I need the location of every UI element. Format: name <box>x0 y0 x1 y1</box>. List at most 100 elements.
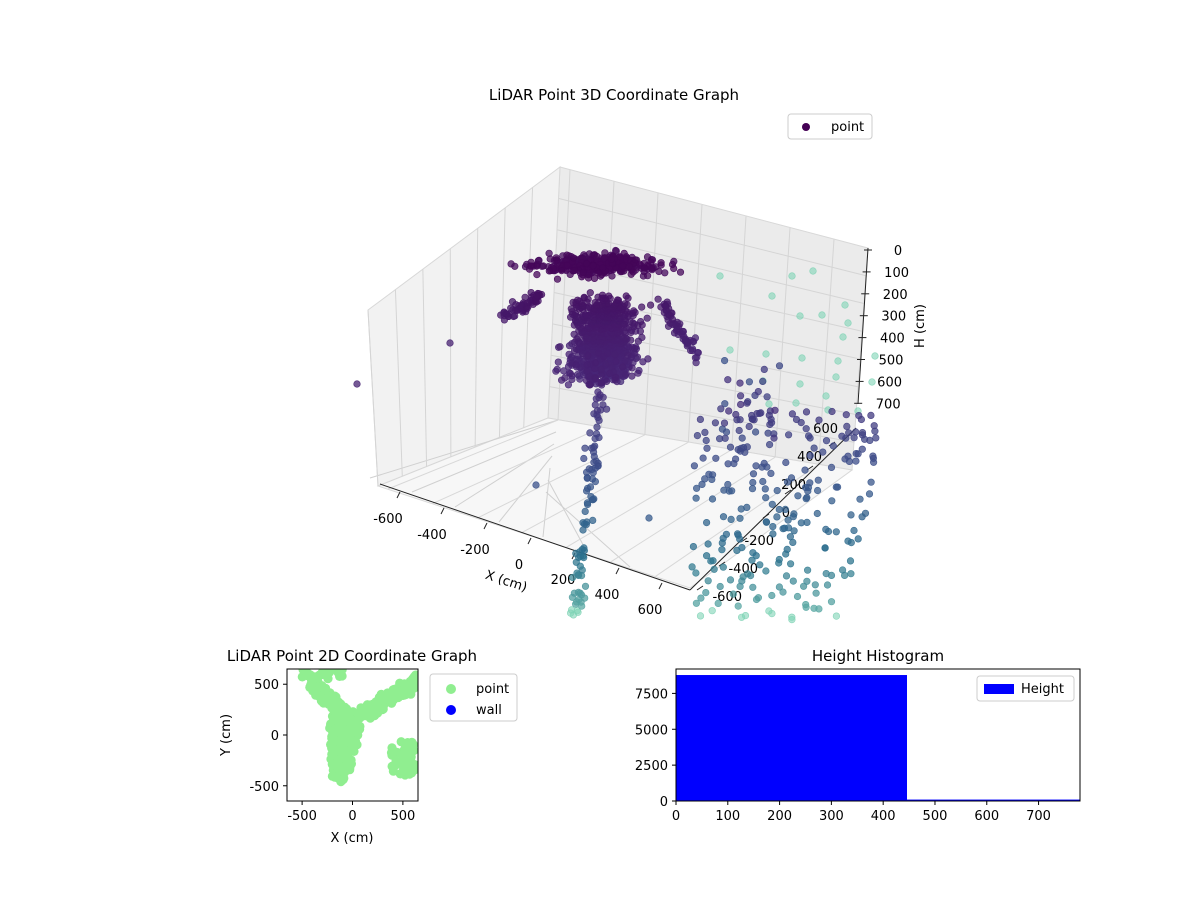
plot3d-point <box>727 515 735 524</box>
plot3d-point <box>803 518 811 527</box>
histogram-title: Height Histogram <box>812 647 944 665</box>
plot3d-point <box>585 465 593 473</box>
plot3d-point <box>771 406 779 414</box>
plot3d-point <box>867 411 875 420</box>
plot3d-point <box>712 454 720 462</box>
plot3d-point <box>736 392 745 400</box>
plot3d-point <box>775 362 784 370</box>
plot3d-point <box>749 470 758 478</box>
plot3d-point <box>591 375 600 383</box>
histogram-x-tick-label: 200 <box>767 809 792 824</box>
plot3d-point <box>832 528 840 536</box>
plot3d-point <box>711 419 720 427</box>
plot3d-point <box>748 556 756 564</box>
plot3d-gridline-floor <box>521 441 689 534</box>
plot3d-point <box>564 381 573 389</box>
plot3d-point <box>557 267 566 275</box>
plot3d-point <box>628 364 636 372</box>
plot3d-point <box>565 350 573 358</box>
plot3d-point <box>580 454 588 463</box>
plot3d-point <box>599 401 607 409</box>
plot3d-point <box>844 452 852 460</box>
plot3d-legend-marker-point <box>802 123 810 131</box>
plot3d-point <box>832 483 840 491</box>
plot3d-x-tick <box>615 567 620 575</box>
histogram: Height Histogram 0 100 200 300 400 500 600 7000… <box>635 647 1081 824</box>
plot2d-legend: point wall <box>429 673 518 722</box>
plot2d-point <box>407 737 417 748</box>
plot3d-point <box>584 274 593 282</box>
plot3d-point <box>589 516 597 525</box>
plot3d-z-tick-label: 400 <box>880 332 905 347</box>
plot3d-point <box>872 434 880 442</box>
plot2d-point <box>338 739 348 750</box>
plot3d-point <box>745 378 754 386</box>
plot2d-point <box>366 701 376 711</box>
plot3d-point <box>591 442 599 450</box>
plot3d-point <box>782 572 791 580</box>
histogram-ticks: 0 100 200 300 400 500 600 700 0 2500 5000 7500 <box>635 687 1051 824</box>
plot2d-legend-marker-wall <box>446 705 456 715</box>
plot3d-point <box>743 570 752 578</box>
plot3d-point <box>804 432 813 440</box>
plot3d-point <box>702 518 711 527</box>
plot3d-point <box>697 594 705 602</box>
plot3d-point <box>704 540 712 548</box>
plot3d-gridline-side <box>422 269 428 467</box>
plot3d-point <box>703 444 711 452</box>
plot2d-y-tick-label: -500 <box>249 780 279 795</box>
plot2d-point <box>338 775 348 785</box>
plot3d-point <box>843 422 851 431</box>
plot3d-x-tick <box>527 537 532 545</box>
plot3d-point <box>736 416 744 424</box>
plot3d-point <box>638 303 646 311</box>
plot2d-points <box>297 669 418 787</box>
plot3d-point <box>861 509 870 517</box>
plot3d-point <box>643 272 652 280</box>
plot3d-x-tick-label: -600 <box>373 512 403 527</box>
plot3d-point <box>670 264 678 273</box>
plot3d-point <box>561 374 569 382</box>
plot3d-gridline-floor <box>610 456 776 563</box>
plot3d-point <box>743 443 751 451</box>
plot3d-point <box>782 458 790 467</box>
plot3d-point <box>699 454 707 462</box>
plot3d-point <box>784 516 792 524</box>
plot3d-point <box>622 292 630 300</box>
plot3d-point <box>580 544 588 552</box>
plot3d-point <box>509 312 518 321</box>
plot3d-point <box>636 318 645 326</box>
plot3d-point <box>852 450 860 458</box>
plot3d-point <box>598 291 607 299</box>
plot3d-x-tick-label: -400 <box>417 528 447 543</box>
plot3d-x-tick <box>440 507 445 515</box>
plot3d-point <box>832 612 841 620</box>
plot3d-point <box>679 327 688 336</box>
plot3d-point <box>582 260 591 268</box>
plot3d-point <box>718 546 726 554</box>
plot3d-point <box>773 513 781 521</box>
plot3d-point <box>566 369 575 378</box>
plot3d-point <box>597 365 605 373</box>
histogram-frame <box>675 668 1081 802</box>
plot3d-x-tick-label: -200 <box>460 543 490 558</box>
plot3d-point <box>838 432 846 440</box>
plot3d-point <box>822 392 830 400</box>
plot3d-point <box>560 367 568 375</box>
plot3d-point <box>597 371 605 379</box>
plot3d-z-tick-label: 0 <box>894 244 902 259</box>
plot2d-y-tick-label: 0 <box>271 729 279 744</box>
plot3d-point <box>688 563 696 571</box>
plot3d-point <box>761 485 769 493</box>
plot3d-point <box>838 566 847 574</box>
plot3d-point <box>803 494 811 502</box>
plot3d-point <box>702 588 710 597</box>
plot3d-point <box>570 346 579 355</box>
plot3d-point <box>552 254 560 262</box>
plot3d-point <box>583 518 591 526</box>
plot3d-point <box>734 602 742 610</box>
plot3d-point <box>641 264 649 272</box>
plot3d-point <box>527 262 536 270</box>
plot3d-point <box>600 353 608 361</box>
histogram-x-tick-label: 0 <box>672 809 680 824</box>
